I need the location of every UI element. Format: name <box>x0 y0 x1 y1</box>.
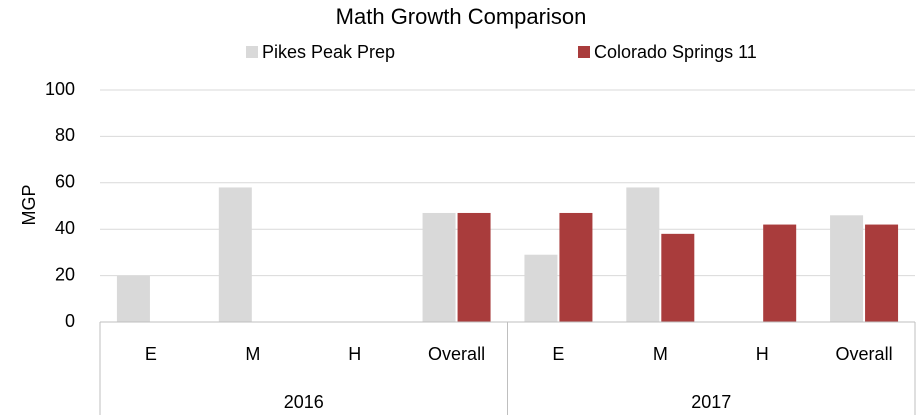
x-tick-label: H <box>756 344 769 364</box>
bar <box>524 254 558 322</box>
x-tick-label: E <box>145 344 157 364</box>
x-tick-label: M <box>245 344 260 364</box>
bar <box>830 215 864 322</box>
y-tick-label: 80 <box>55 125 75 145</box>
group-label: 2016 <box>284 392 324 412</box>
legend-label: Colorado Springs 11 <box>594 42 757 62</box>
bar <box>457 212 491 322</box>
bar <box>661 233 695 322</box>
chart-title: Math Growth Comparison <box>336 4 587 29</box>
group-label: 2017 <box>691 392 731 412</box>
bar <box>865 224 899 322</box>
legend-swatch <box>246 46 258 58</box>
x-tick-label: E <box>552 344 564 364</box>
x-tick-label: H <box>348 344 361 364</box>
x-tick-label: M <box>653 344 668 364</box>
y-axis-label: MGP <box>19 184 39 225</box>
bar <box>626 187 660 322</box>
bar <box>559 212 593 322</box>
bar <box>763 224 797 322</box>
bar <box>116 275 150 322</box>
y-tick-label: 40 <box>55 218 75 238</box>
x-tick-label: Overall <box>428 344 485 364</box>
legend-label: Pikes Peak Prep <box>262 42 395 62</box>
y-tick-label: 100 <box>45 79 75 99</box>
y-tick-label: 20 <box>55 264 75 284</box>
y-tick-label: 0 <box>65 311 75 331</box>
y-tick-label: 60 <box>55 172 75 192</box>
legend-swatch <box>578 46 590 58</box>
bar <box>218 187 252 322</box>
bar <box>422 212 456 322</box>
x-tick-label: Overall <box>836 344 893 364</box>
